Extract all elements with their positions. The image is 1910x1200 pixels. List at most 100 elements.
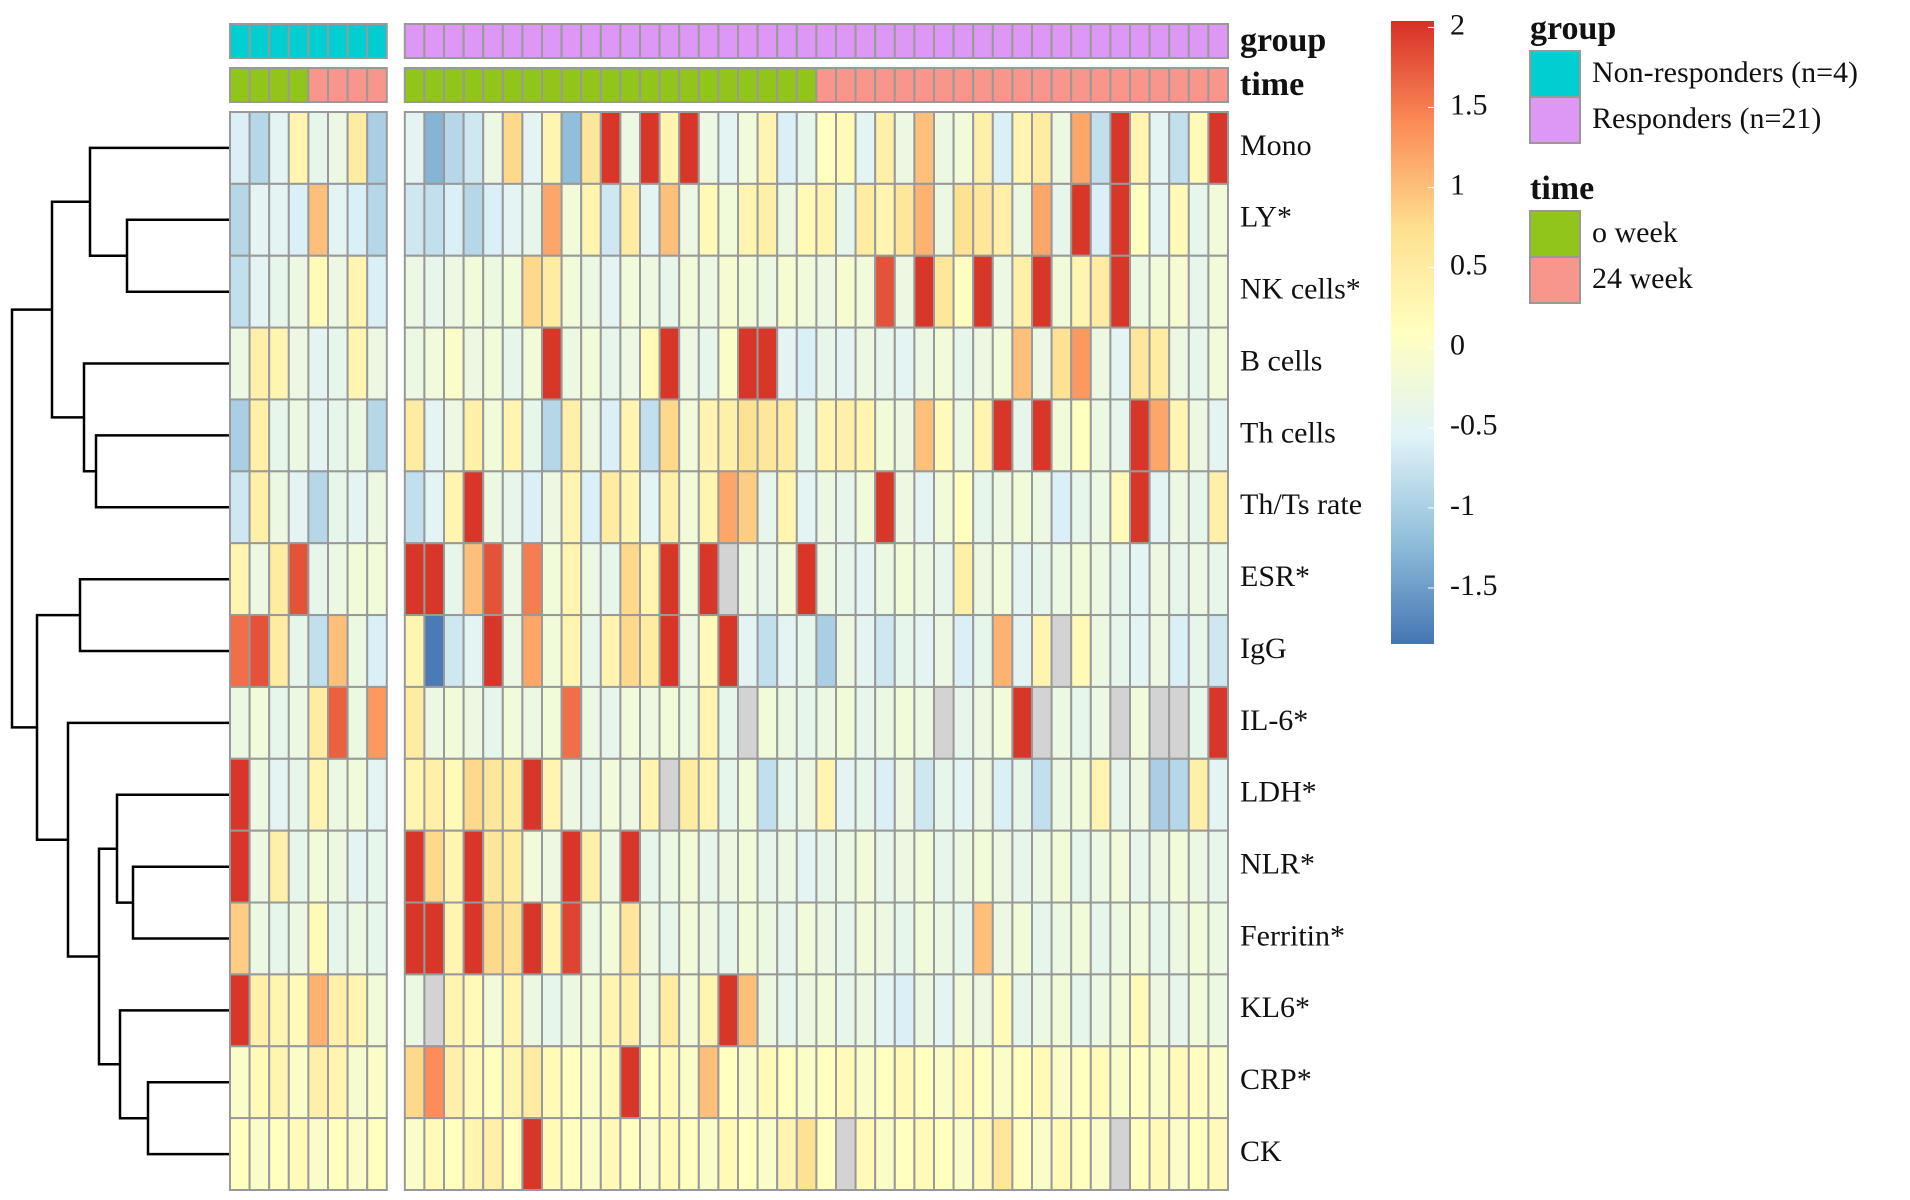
heat-cell — [1187, 111, 1210, 185]
heat-cell — [854, 901, 877, 976]
heat-cell — [776, 1117, 798, 1191]
heat-cell — [658, 973, 681, 1048]
legend-swatch — [1529, 210, 1581, 258]
heat-cell — [639, 1117, 661, 1191]
heat-cell — [874, 398, 896, 473]
annotation-cell — [697, 67, 720, 103]
heat-cell — [307, 398, 329, 473]
heat-cell — [462, 254, 485, 329]
heat-cell — [933, 398, 955, 473]
heat-cell — [874, 182, 896, 257]
heat-cell — [972, 398, 994, 473]
heat-cell — [874, 1117, 896, 1191]
heat-cell — [815, 829, 838, 904]
heat-cell — [972, 182, 994, 257]
heat-cell — [737, 326, 759, 401]
heat-cell — [874, 470, 896, 545]
heat-cell — [1011, 614, 1034, 688]
heat-cell — [423, 254, 445, 329]
heat-cell — [366, 757, 388, 832]
heat-cell — [462, 470, 485, 545]
heat-cell — [580, 614, 602, 688]
heat-cell — [1011, 829, 1034, 904]
heat-cell — [1050, 757, 1073, 832]
heat-cell — [346, 182, 369, 257]
heat-cell — [639, 901, 661, 976]
heat-cell — [1089, 182, 1112, 257]
heat-cell — [776, 614, 798, 688]
annotation-cell — [501, 67, 524, 103]
heat-cell — [541, 398, 563, 473]
heat-cell — [1109, 829, 1132, 904]
annotation-cell — [1148, 23, 1171, 59]
heat-cell — [403, 326, 426, 401]
heat-cell — [913, 829, 936, 904]
heat-cell — [1070, 1045, 1092, 1120]
heat-cell — [366, 1117, 388, 1191]
heat-cell — [658, 614, 681, 688]
heat-cell — [403, 829, 426, 904]
heat-cell — [1031, 470, 1053, 545]
heat-cell — [795, 326, 818, 401]
heat-cell — [346, 685, 369, 760]
heat-cell — [893, 470, 916, 545]
heat-cell — [443, 254, 465, 329]
heat-cell — [893, 254, 916, 329]
heat-cell — [1109, 254, 1132, 329]
heat-cell — [482, 614, 504, 688]
heat-cell — [795, 757, 818, 832]
heat-cell — [795, 542, 818, 617]
heat-cell — [268, 398, 290, 473]
heat-cell — [423, 614, 445, 688]
heat-cell — [1011, 757, 1034, 832]
heat-cell — [482, 254, 504, 329]
heat-cell — [1109, 757, 1132, 832]
heat-cell — [599, 1117, 622, 1191]
heat-cell — [1207, 901, 1230, 976]
annotation-cell — [756, 67, 779, 103]
heat-cell — [658, 1117, 681, 1191]
heat-cell — [756, 901, 779, 976]
heat-cell — [443, 901, 465, 976]
annotation-cell — [287, 67, 310, 103]
heat-cell — [678, 326, 700, 401]
heat-cell — [1070, 326, 1092, 401]
annotation-cell — [1031, 23, 1053, 59]
heat-cell — [366, 542, 388, 617]
heat-cell — [913, 254, 936, 329]
heat-cell — [268, 685, 290, 760]
legend-swatch — [1529, 50, 1581, 98]
heat-cell — [835, 254, 857, 329]
heat-cell — [307, 1117, 329, 1191]
annotation-cell — [268, 67, 290, 103]
annotation-cell — [835, 23, 857, 59]
annotation-cell — [717, 23, 740, 59]
heat-cell — [1011, 542, 1034, 617]
heat-cell — [776, 973, 798, 1048]
heat-cell — [1187, 757, 1210, 832]
heat-cell — [678, 614, 700, 688]
heat-cell — [229, 901, 251, 976]
heat-cell — [403, 757, 426, 832]
heat-cell — [346, 829, 369, 904]
heat-cell — [1187, 470, 1210, 545]
annotation-cell — [835, 67, 857, 103]
heat-cell — [1031, 111, 1053, 185]
annotation-title: group — [1240, 22, 1326, 59]
heat-cell — [599, 901, 622, 976]
heat-cell — [229, 398, 251, 473]
heat-cell — [835, 182, 857, 257]
heat-cell — [1187, 829, 1210, 904]
heat-cell — [678, 1045, 700, 1120]
heat-cell — [443, 182, 465, 257]
heat-cell — [737, 685, 759, 760]
heat-cell — [1168, 254, 1190, 329]
heat-cell — [717, 542, 740, 617]
heat-cell — [1207, 829, 1230, 904]
heat-cell — [639, 398, 661, 473]
annotation-cell — [521, 67, 544, 103]
heat-cell — [874, 542, 896, 617]
heat-cell — [776, 757, 798, 832]
annotation-cell — [874, 67, 896, 103]
heat-cell — [287, 111, 310, 185]
